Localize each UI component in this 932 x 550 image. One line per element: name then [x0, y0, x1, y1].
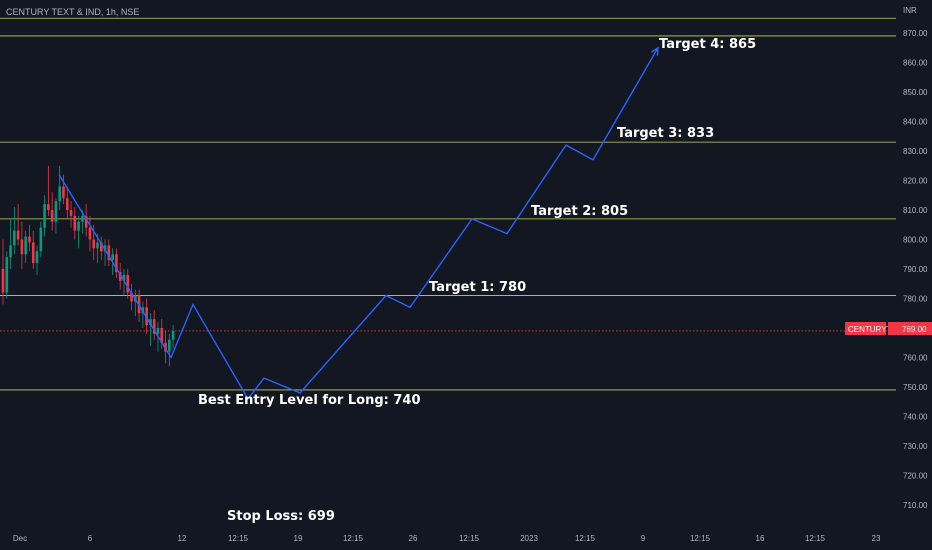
x-tick-label: 12: [178, 534, 187, 543]
candle-body: [35, 251, 39, 264]
candle-body: [126, 274, 130, 293]
annotations: Target 4: 865 Target 3: 833 Target 2: 805 T…: [198, 37, 756, 524]
candle-body: [171, 330, 175, 340]
candle-body: [107, 245, 111, 261]
candle-body: [39, 227, 43, 252]
candle-body: [156, 328, 160, 334]
y-tick-label: 710.00: [903, 501, 928, 510]
candle-body: [164, 342, 167, 352]
candle-body: [69, 210, 73, 216]
candle-body: [149, 319, 152, 326]
candle-body: [88, 227, 92, 240]
annotation-label: Target 4: 865: [659, 37, 756, 52]
y-tick-label: 850.00: [903, 88, 928, 97]
symbol-header: CENTURY TEXT & IND, 1h, NSE: [6, 7, 140, 17]
y-tick-label: 800.00: [903, 236, 928, 245]
y-tick-label: 780.00: [903, 295, 928, 304]
candle-body: [16, 230, 20, 240]
y-tick-label: 750.00: [903, 383, 928, 392]
candle-body: [20, 239, 24, 255]
y-tick-label: 810.00: [903, 206, 928, 215]
candle-body: [99, 242, 103, 252]
candle-body: [145, 307, 148, 326]
x-tick-label: 2023: [520, 534, 538, 543]
last-price-tag: CENTURYTEX 769.00: [845, 322, 932, 335]
candle-body: [111, 254, 114, 261]
y-tick-label: 830.00: [903, 147, 928, 156]
annotation-label: Target 2: 805: [531, 204, 628, 219]
y-tick-label: 840.00: [903, 118, 928, 127]
annotation-label: Stop Loss: 699: [227, 509, 335, 524]
candle-body: [122, 274, 126, 281]
y-tick-label: 720.00: [903, 472, 928, 481]
candle-body: [58, 186, 61, 202]
annotation-label: Target 3: 833: [617, 126, 714, 141]
y-tick-label: 760.00: [903, 354, 928, 363]
candle-body: [96, 242, 99, 249]
x-tick-label: 9: [641, 534, 646, 543]
x-tick-label: 19: [294, 534, 303, 543]
time-axis[interactable]: Dec 6 12 12:15 19 12:15 26 12:15 2023 12:15 9 12:15…: [13, 534, 881, 543]
x-tick-label: 12:15: [805, 534, 826, 543]
candle-body: [152, 319, 156, 334]
candle-body: [65, 198, 69, 210]
forecast-line: [58, 47, 659, 401]
candle-body: [24, 236, 27, 255]
candle-body: [5, 257, 9, 293]
candle-body: [103, 245, 107, 252]
y-tick-label: 860.00: [903, 59, 928, 68]
annotation-label: Best Entry Level for Long: 740: [198, 393, 421, 408]
x-tick-label: 26: [409, 534, 418, 543]
currency-label: INR: [903, 6, 917, 15]
x-tick-label: 12:15: [459, 534, 480, 543]
forecast-path: [58, 46, 659, 401]
x-tick-label: 12:15: [575, 534, 596, 543]
x-tick-label: 12:15: [690, 534, 711, 543]
candle-body: [54, 201, 58, 222]
symbol-badge: [845, 322, 886, 335]
candle-body: [62, 186, 65, 199]
candle-body: [77, 221, 80, 231]
candle-body: [50, 210, 54, 222]
price-badge-value: 769.00: [902, 325, 927, 334]
x-tick-label: Dec: [13, 534, 27, 543]
symbol-badge-label: CENTURYTEX: [848, 325, 903, 334]
candle-body: [118, 271, 122, 281]
y-tick-label: 790.00: [903, 265, 928, 274]
x-tick-label: 6: [88, 534, 93, 543]
candle-body: [168, 339, 171, 352]
y-tick-label: 740.00: [903, 413, 928, 422]
arrow-head-icon: [650, 46, 659, 56]
candle-body: [13, 230, 16, 246]
y-tick-label: 730.00: [903, 442, 928, 451]
candle-body: [81, 215, 84, 222]
candle-body: [130, 292, 133, 302]
candle-body: [92, 239, 96, 249]
candle-body: [28, 236, 31, 243]
candle-body: [73, 215, 77, 231]
candle-body: [9, 245, 12, 258]
horizontal-levels: [0, 17, 896, 391]
candle-body: [31, 242, 35, 264]
candle-body: [115, 254, 118, 272]
candle-body: [43, 204, 46, 228]
annotation-label: Target 1: 780: [429, 280, 526, 295]
x-tick-label: 12:15: [228, 534, 249, 543]
candle-body: [84, 215, 88, 228]
candle-body: [160, 328, 164, 343]
candle-body: [1, 269, 5, 293]
candle-body: [47, 204, 50, 210]
y-tick-label: 820.00: [903, 177, 928, 186]
x-tick-label: 23: [872, 534, 881, 543]
x-tick-label: 12:15: [343, 534, 364, 543]
x-tick-label: 16: [756, 534, 765, 543]
price-badge: [888, 322, 932, 335]
y-tick-label: 870.00: [903, 29, 928, 38]
